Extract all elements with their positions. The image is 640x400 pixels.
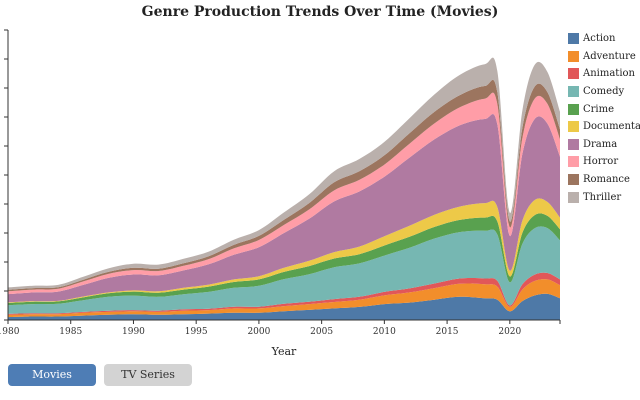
legend-label: Adventure	[583, 50, 636, 62]
legend-swatch	[568, 138, 579, 150]
x-tick-label: 2015	[436, 327, 459, 337]
area-comedy	[8, 226, 560, 314]
x-tick-label: 2010	[373, 327, 396, 337]
legend-label: Documentary	[583, 121, 640, 133]
legend-label: Drama	[583, 138, 618, 150]
legend-label: Thriller	[583, 191, 622, 203]
area-drama	[8, 113, 560, 303]
legend-swatch	[568, 156, 579, 168]
x-tick-label: 2005	[310, 327, 333, 337]
legend-swatch	[568, 50, 579, 62]
area-horror	[8, 92, 560, 295]
movies-button[interactable]: Movies	[8, 364, 96, 386]
axes: 1980 1985 1990 1995 2000 2005 2010 2015 2020	[0, 29, 561, 337]
legend-item-crime: Crime	[568, 100, 640, 118]
legend-item-action: Action	[568, 30, 640, 48]
x-tick-label: 1985	[59, 327, 82, 337]
x-tick-label: 1995	[185, 327, 208, 337]
legend-swatch	[568, 68, 579, 80]
legend-label: Action	[583, 33, 616, 45]
chart-title: Genre Production Trends Over Time (Movie…	[141, 4, 499, 20]
x-tick-label: 2000	[247, 327, 270, 337]
legend-swatch	[568, 121, 579, 133]
area-adventure	[8, 279, 560, 318]
x-tick-label: 1980	[0, 327, 20, 337]
legend-item-horror: Horror	[568, 153, 640, 171]
legend-label: Comedy	[583, 86, 625, 98]
legend-label: Crime	[583, 103, 615, 115]
legend-swatch	[568, 33, 579, 45]
legend-item-documentary: Documentary	[568, 118, 640, 136]
legend-item-drama: Drama	[568, 136, 640, 154]
area-layers	[8, 57, 560, 320]
x-tick-label: 2020	[498, 327, 521, 337]
legend-item-animation: Animation	[568, 65, 640, 83]
legend-swatch	[568, 174, 579, 186]
legend-label: Horror	[583, 156, 619, 168]
legend-label: Animation	[583, 68, 635, 80]
legend-label: Romance	[583, 174, 630, 186]
legend: Action Adventure Animation Comedy Crime Docum…	[568, 30, 640, 206]
area-documentary	[8, 198, 560, 303]
legend-swatch	[568, 191, 579, 203]
area-action	[8, 293, 560, 320]
area-romance	[8, 79, 560, 292]
legend-item-adventure: Adventure	[568, 48, 640, 66]
tv-series-button[interactable]: TV Series	[104, 364, 192, 386]
legend-item-comedy: Comedy	[568, 83, 640, 101]
area-thriller	[8, 57, 560, 290]
legend-item-romance: Romance	[568, 171, 640, 189]
legend-item-thriller: Thriller	[568, 188, 640, 206]
x-tick-label: 1990	[122, 327, 145, 337]
legend-swatch	[568, 86, 579, 98]
area-crime	[8, 213, 560, 306]
legend-swatch	[568, 103, 579, 115]
x-axis-label: Year	[271, 345, 297, 358]
